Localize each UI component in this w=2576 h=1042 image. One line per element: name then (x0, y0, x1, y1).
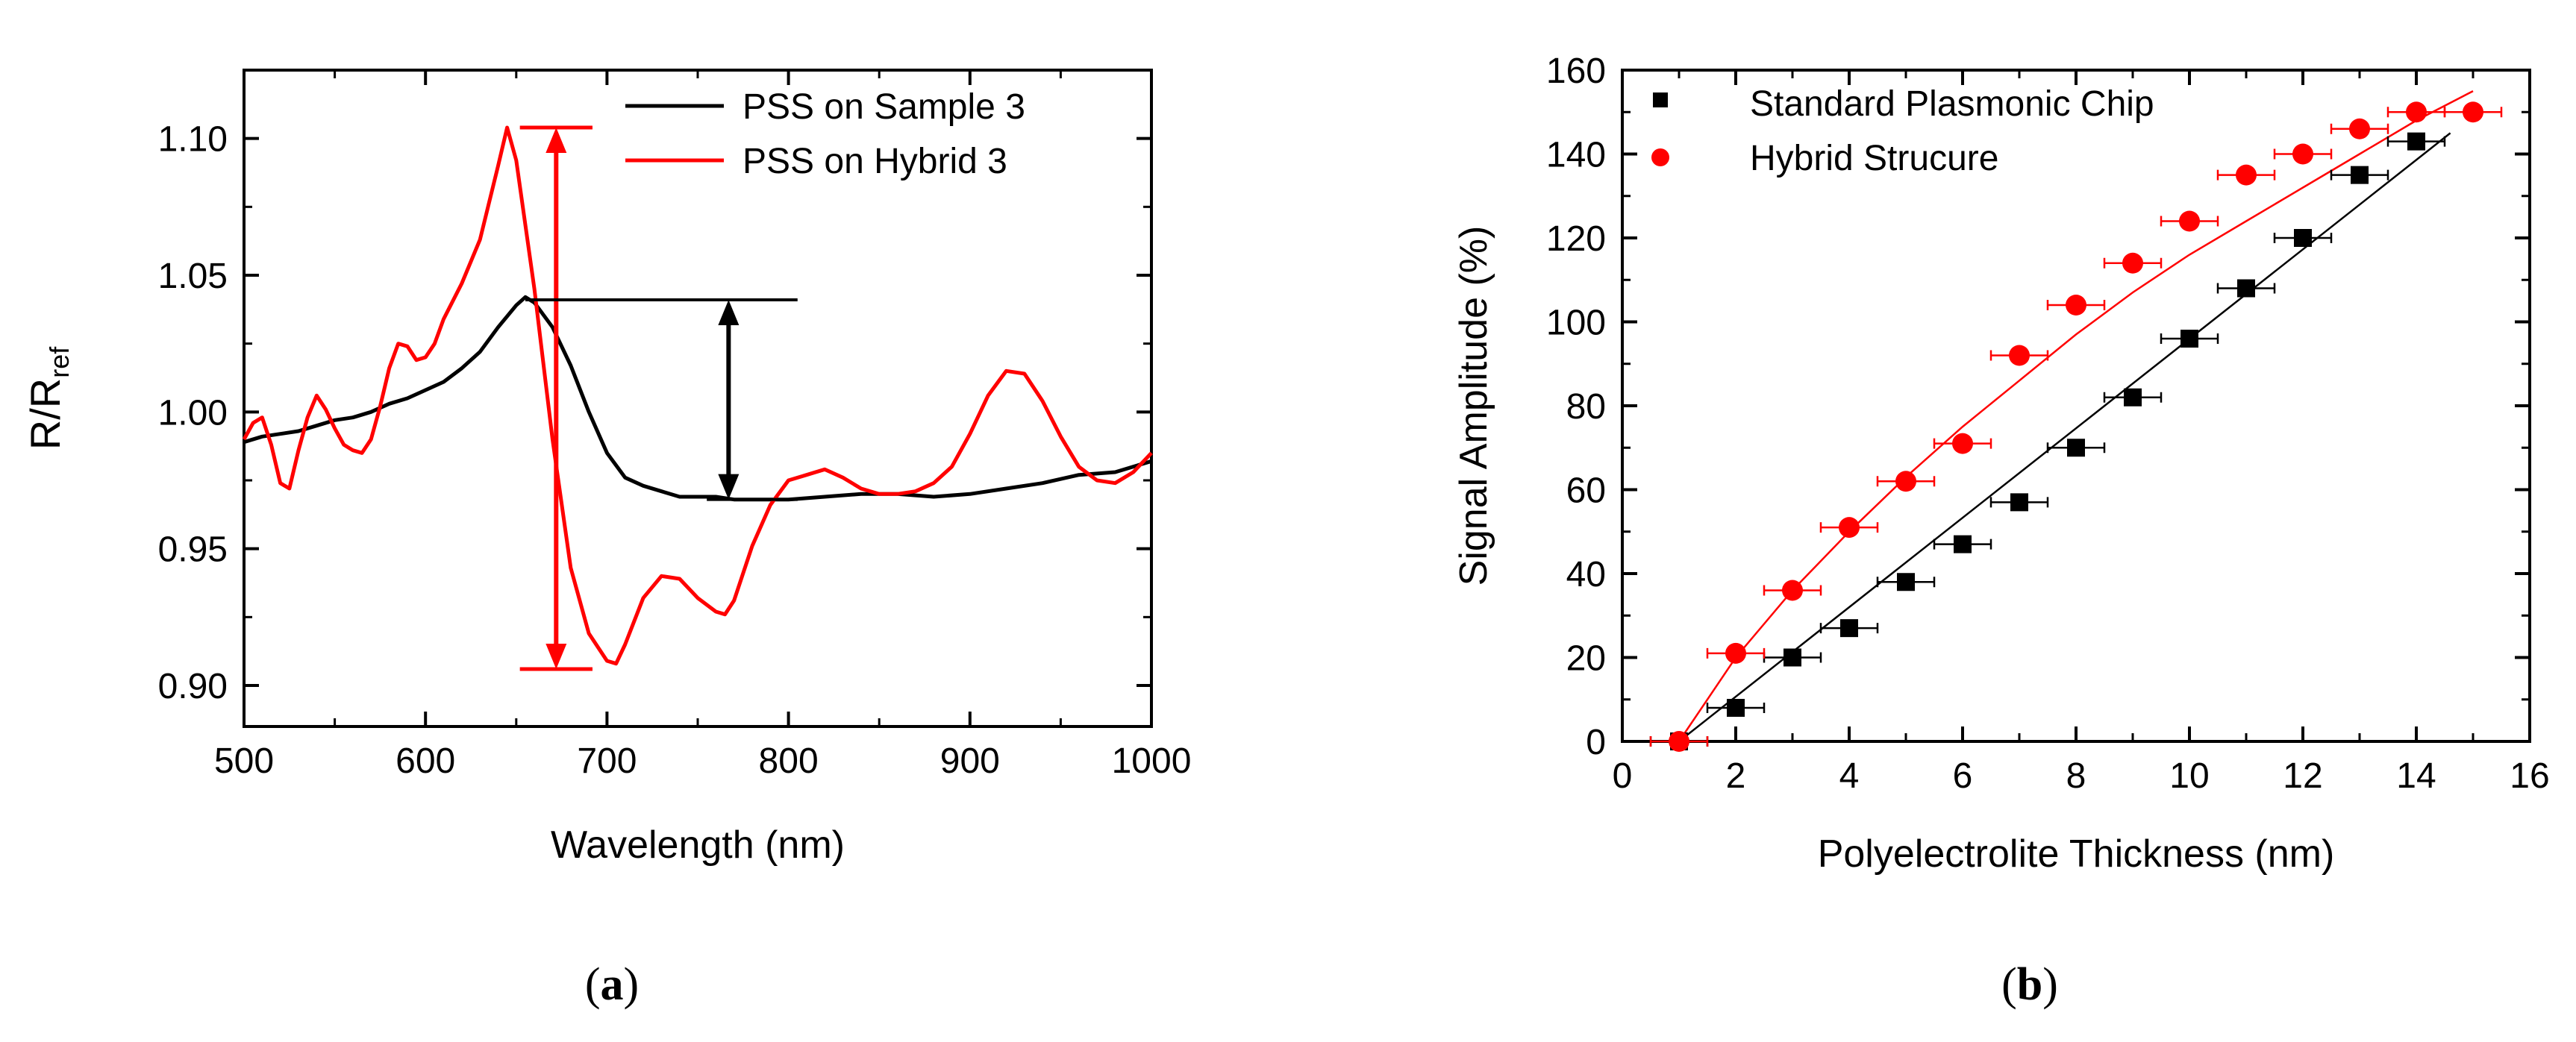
y-tick-label-a: 0.90 (158, 667, 228, 706)
panel-label-a-close: ) (624, 959, 640, 1010)
fit-line-standard (1678, 132, 2451, 742)
legend-label-standard: Standard Plasmonic Chip (1750, 84, 2154, 124)
data-point-standard (2351, 166, 2369, 184)
x-axis-label-a: Wavelength (nm) (551, 823, 845, 867)
fit-line-hybrid (1678, 90, 2474, 742)
y-axis-label-a: R/Rref (22, 346, 75, 450)
y-tick-label-b: 60 (1566, 471, 1606, 511)
y-tick-label-b: 80 (1566, 387, 1606, 427)
x-axis-label-b: Polyelectrolite Thickness (nm) (1818, 832, 2335, 876)
legend-marker-hybrid (1651, 148, 1669, 166)
legend-b: Standard Plasmonic Chip Hybrid Strucure (1651, 84, 2154, 178)
panel-label-b-letter: b (2017, 959, 2042, 1010)
y-tick-label-b: 100 (1546, 304, 1606, 343)
series-line-sample3 (243, 295, 1152, 502)
chart-panel-a: PSS on Sample 3 PSS on Hybrid 3 500 600 70… (22, 69, 1192, 1010)
y-tick-label-b: 120 (1546, 219, 1606, 259)
x-tick-label-b: 6 (1953, 756, 1973, 796)
data-point-hybrid (1952, 433, 1973, 454)
x-tick-label-a: 800 (759, 741, 819, 781)
legend-label-hybrid3: PSS on Hybrid 3 (743, 142, 1007, 181)
data-point-hybrid (2179, 210, 2200, 232)
legend-label-sample3: PSS on Sample 3 (743, 87, 1025, 127)
black-double-arrow-head-top (718, 300, 740, 325)
panel-label-a-open: ( (585, 959, 601, 1010)
data-point-standard (1727, 699, 1745, 717)
data-point-hybrid (1839, 517, 1860, 539)
data-point-hybrid (1782, 580, 1803, 601)
data-point-standard (2124, 388, 2142, 407)
panel-label-a: (a) (585, 959, 639, 1010)
data-point-hybrid (2122, 252, 2143, 274)
y-tick-label-b: 140 (1546, 136, 1606, 175)
panel-label-a-letter: a (601, 959, 624, 1010)
red-double-arrow-head-top (545, 128, 567, 153)
data-point-hybrid (2066, 295, 2086, 316)
y-tick-label-a: 1.10 (158, 120, 228, 160)
x-tick-label-a: 1000 (1112, 741, 1192, 781)
y-tick-label-b: 160 (1546, 51, 1606, 91)
black-double-arrow-head-bottom (718, 474, 740, 500)
data-point-hybrid (1669, 731, 1689, 752)
data-point-standard (2407, 132, 2425, 151)
x-tick-label-b: 10 (2169, 756, 2209, 796)
data-point-hybrid (2292, 143, 2313, 165)
red-double-arrow-head-bottom (545, 644, 567, 669)
x-tick-label-a: 900 (940, 741, 1000, 781)
panel-label-b-open: ( (2001, 959, 2017, 1010)
x-tick-label-b: 4 (1839, 756, 1860, 796)
x-tick-label-b: 16 (2510, 756, 2549, 796)
legend-marker-standard (1653, 92, 1668, 107)
data-point-standard (2294, 229, 2312, 247)
panel-label-b-close: ) (2042, 959, 2058, 1010)
data-point-standard (1897, 573, 1915, 591)
y-tick-label-a: 0.95 (158, 530, 228, 570)
legend-label-hybrid: Hybrid Strucure (1750, 139, 1998, 178)
x-tick-label-b: 0 (1613, 756, 1633, 796)
data-point-standard (1840, 619, 1858, 638)
series-line-hybrid3 (242, 125, 1153, 666)
chart-panel-b: Standard Plasmonic Chip Hybrid Strucure … (1452, 51, 2550, 1010)
data-point-hybrid (2009, 345, 2030, 366)
x-tick-label-b: 14 (2396, 756, 2436, 796)
y-tick-label-a: 1.05 (158, 257, 228, 296)
data-point-hybrid (2349, 118, 2370, 139)
data-point-hybrid (2406, 101, 2427, 123)
data-point-hybrid (1895, 471, 1916, 492)
y-tick-label-a: 1.00 (158, 393, 228, 433)
data-point-standard (2180, 330, 2198, 348)
panel-label-b: (b) (2001, 959, 2058, 1010)
y-tick-label-b: 20 (1566, 639, 1606, 679)
x-tick-label-b: 8 (2066, 756, 2086, 796)
y-tick-label-b: 0 (1586, 723, 1606, 762)
data-point-hybrid (1725, 642, 1746, 664)
x-tick-label-a: 600 (396, 741, 455, 781)
data-point-standard (1783, 648, 1801, 667)
y-axis-label-b: Signal Amplitude (%) (1452, 226, 1495, 586)
y-axis-label-a-sub: ref (44, 346, 75, 378)
data-point-hybrid (2236, 164, 2257, 186)
data-point-hybrid (2463, 101, 2483, 123)
data-point-standard (2237, 279, 2255, 298)
x-tick-label-b: 12 (2283, 756, 2322, 796)
data-point-standard (2067, 439, 2085, 457)
plot-a-frame (243, 69, 1153, 728)
data-point-standard (2010, 493, 2028, 512)
x-tick-label-a: 500 (214, 741, 274, 781)
x-tick-label-b: 2 (1726, 756, 1746, 796)
y-axis-label-a-main: R/R (22, 378, 69, 450)
legend-a: PSS on Sample 3 PSS on Hybrid 3 (625, 87, 1025, 181)
x-tick-label-a: 700 (577, 741, 637, 781)
data-point-standard (1954, 535, 1972, 553)
y-tick-label-b: 40 (1566, 555, 1606, 594)
